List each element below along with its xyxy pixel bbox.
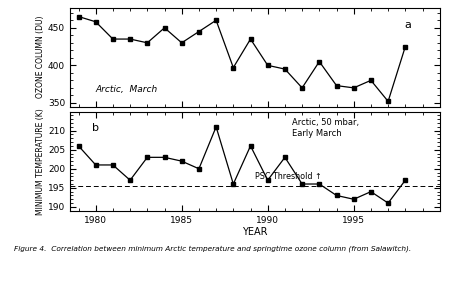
Y-axis label: OZONE COLUMN (DU): OZONE COLUMN (DU) — [36, 16, 45, 98]
Text: PSC Threshold ↑: PSC Threshold ↑ — [255, 172, 322, 182]
X-axis label: YEAR: YEAR — [242, 227, 267, 237]
Text: b: b — [92, 123, 99, 133]
Text: Arctic, 50 mbar,
Early March: Arctic, 50 mbar, Early March — [292, 117, 359, 138]
Y-axis label: MINIMUM TEMPERATURE (K): MINIMUM TEMPERATURE (K) — [36, 108, 45, 215]
Text: a: a — [405, 20, 411, 30]
Text: Arctic,  March: Arctic, March — [96, 85, 158, 94]
Text: Figure 4.  Correlation between minimum Arctic temperature and springtime ozone c: Figure 4. Correlation between minimum Ar… — [14, 245, 411, 252]
